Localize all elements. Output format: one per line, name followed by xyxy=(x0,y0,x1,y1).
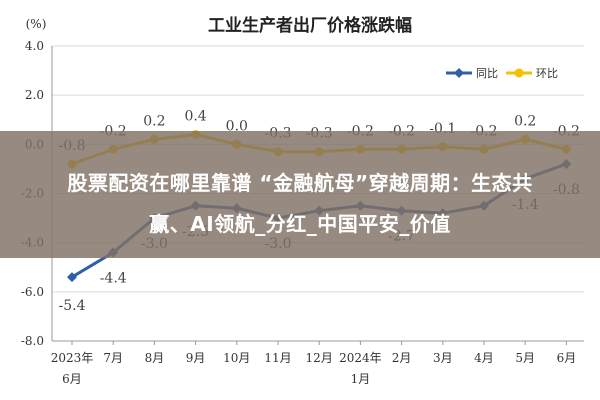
legend-label: 环比 xyxy=(536,67,558,80)
data-label: 0.4 xyxy=(184,109,206,125)
chart-title: 工业生产者出厂价格涨跌幅 xyxy=(208,15,412,36)
x-tick-label: 10月 xyxy=(223,351,250,365)
x-tick-label: 11月 xyxy=(264,351,291,365)
data-label: 0.0 xyxy=(226,118,248,134)
y-tick-label: 4.0 xyxy=(25,39,44,53)
x-tick-label: 2月 xyxy=(392,351,412,365)
data-label: -5.4 xyxy=(59,298,86,314)
x-tick-label: 7月 xyxy=(103,351,123,365)
x-tick-label: 5月 xyxy=(515,351,535,365)
x-tick-label: 2023年 xyxy=(51,351,94,365)
banner-title-line-2: 赢、AI领航_分红_中国平安_价值 xyxy=(149,212,451,236)
x-tick-label: 2024年 xyxy=(339,351,382,365)
legend-swatch-marker xyxy=(454,68,464,78)
y-tick-label: -8.0 xyxy=(21,334,44,348)
banner-title-line-1: 股票配资在哪里靠谱 “金融航母”穿越周期：生态共 xyxy=(67,171,533,195)
overlay-banner[interactable] xyxy=(0,131,600,258)
data-label: 0.2 xyxy=(514,113,536,129)
x-tick-label: 8月 xyxy=(145,351,165,365)
x-tick-label: 12月 xyxy=(306,351,333,365)
x-tick-label: 6月 xyxy=(557,351,577,365)
data-label: -4.4 xyxy=(100,271,127,287)
data-label: 0.2 xyxy=(143,113,165,129)
x-tick-label: 9月 xyxy=(186,351,206,365)
x-tick-label-line2: 1月 xyxy=(351,372,371,386)
x-tick-label-line2: 6月 xyxy=(62,372,82,386)
y-tick-label: 2.0 xyxy=(25,88,44,102)
y-axis-unit-label: (%) xyxy=(26,17,47,31)
data-point-yoy xyxy=(67,272,77,283)
x-tick-label: 3月 xyxy=(433,351,453,365)
legend-label: 同比 xyxy=(476,67,498,80)
y-tick-label: -6.0 xyxy=(21,285,44,299)
x-tick-label: 4月 xyxy=(474,351,494,365)
legend-swatch-marker xyxy=(514,68,524,78)
